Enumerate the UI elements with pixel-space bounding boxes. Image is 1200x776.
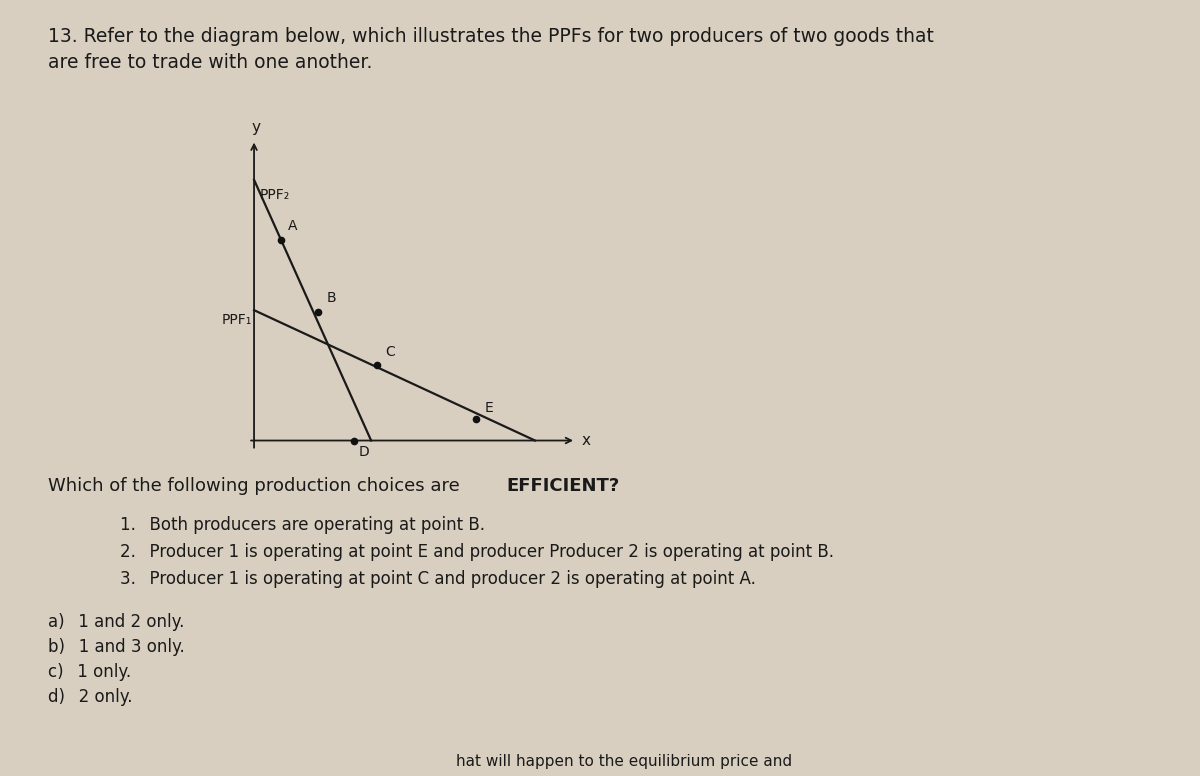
Text: A: A [288,219,298,233]
Text: EFFICIENT?: EFFICIENT? [506,477,619,495]
Text: PPF₂: PPF₂ [260,188,290,202]
Text: c)  1 only.: c) 1 only. [48,663,131,681]
Text: PPF₁: PPF₁ [221,314,252,327]
Text: 2.  Producer 1 is operating at point E and producer Producer 2 is operating at p: 2. Producer 1 is operating at point E an… [120,543,834,561]
Text: B: B [326,291,336,305]
Text: 1.  Both producers are operating at point B.: 1. Both producers are operating at point… [120,516,485,534]
Text: 3.  Producer 1 is operating at point C and producer 2 is operating at point A.: 3. Producer 1 is operating at point C an… [120,570,756,588]
Text: Which of the following production choices are: Which of the following production choice… [48,477,466,495]
Text: C: C [385,345,395,359]
Text: d)  2 only.: d) 2 only. [48,688,132,705]
Text: hat will happen to the equilibrium price and: hat will happen to the equilibrium price… [456,754,792,769]
Text: are free to trade with one another.: are free to trade with one another. [48,53,372,71]
Text: E: E [485,401,493,415]
Text: a)  1 and 2 only.: a) 1 and 2 only. [48,613,185,631]
Text: b)  1 and 3 only.: b) 1 and 3 only. [48,638,185,656]
Text: D: D [359,445,368,459]
Text: 13. Refer to the diagram below, which illustrates the PPFs for two producers of : 13. Refer to the diagram below, which il… [48,27,934,46]
Text: y: y [252,120,260,135]
Text: x: x [582,433,590,448]
